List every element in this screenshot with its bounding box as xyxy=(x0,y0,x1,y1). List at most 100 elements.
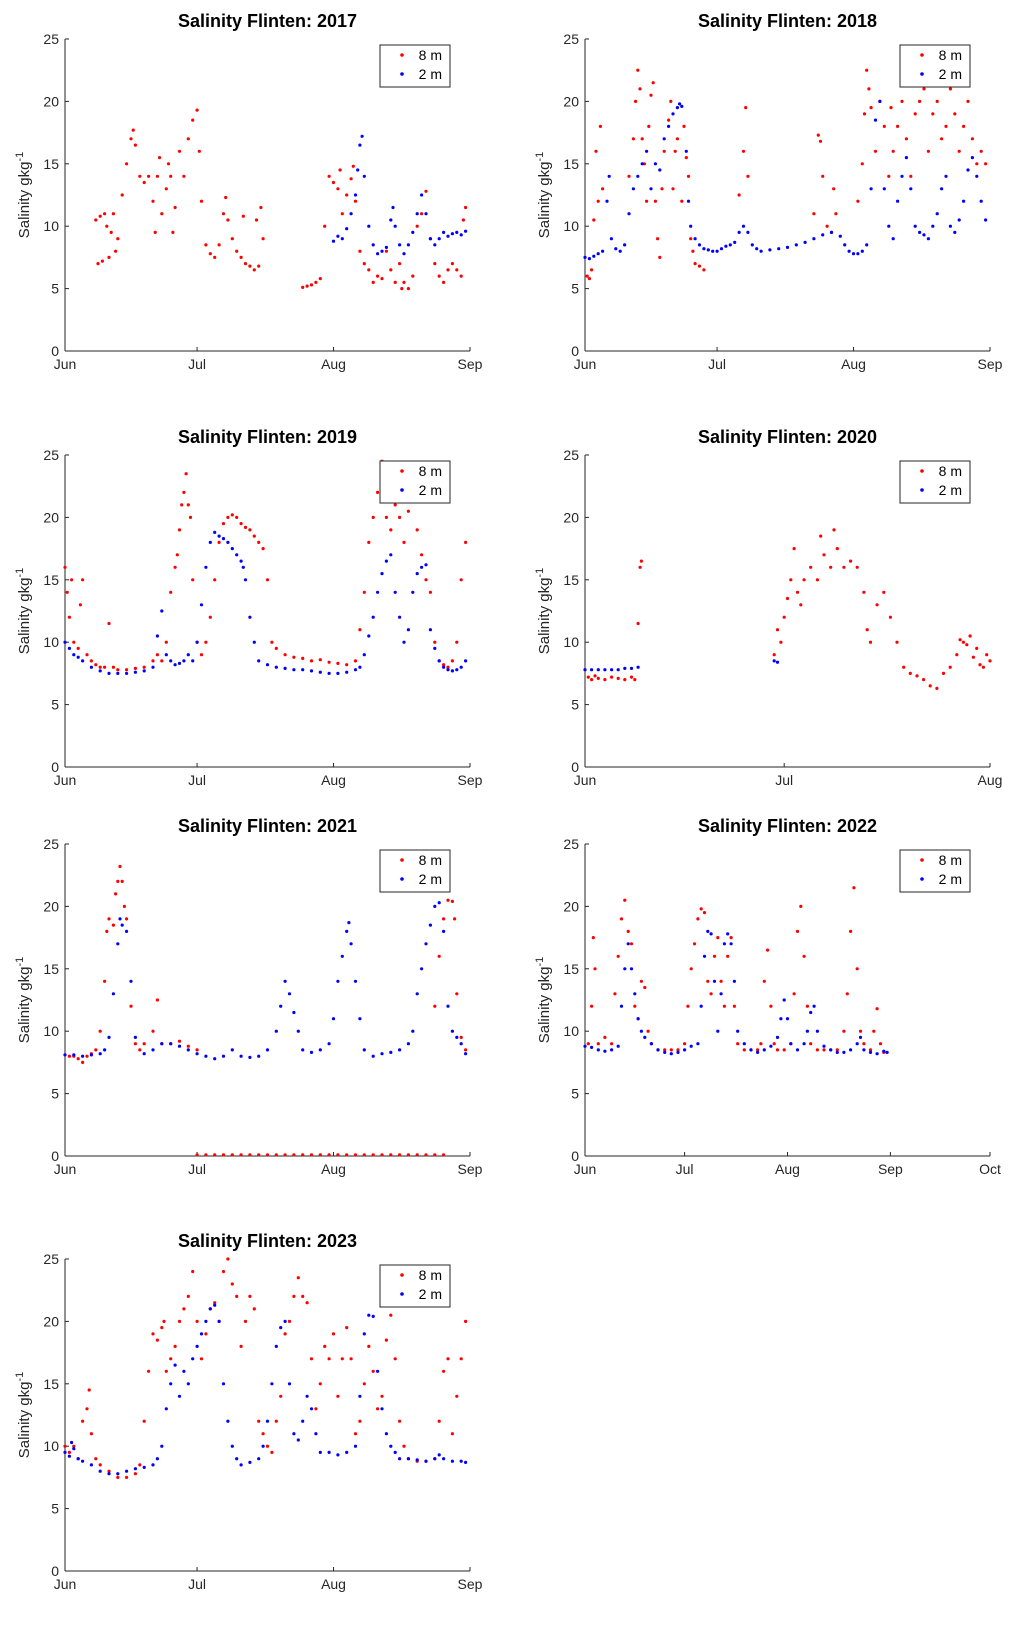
data-point xyxy=(702,911,707,915)
data-point xyxy=(221,1054,226,1058)
data-point xyxy=(340,954,344,958)
data-point xyxy=(636,621,640,626)
legend-marker xyxy=(400,1292,404,1296)
data-point xyxy=(353,659,358,663)
data-point xyxy=(292,1153,296,1157)
data-point xyxy=(114,892,118,896)
y-tick-label: 25 xyxy=(43,836,59,852)
data-point xyxy=(663,1050,667,1054)
data-point xyxy=(596,676,600,681)
data-point xyxy=(683,1048,687,1052)
data-point xyxy=(822,1048,826,1052)
y-tick-label: 15 xyxy=(563,572,579,588)
data-point xyxy=(450,232,454,236)
data-point xyxy=(160,1444,164,1448)
data-point xyxy=(151,199,155,203)
data-point xyxy=(633,992,637,996)
data-point xyxy=(389,1313,393,1317)
data-point xyxy=(450,262,454,266)
data-point xyxy=(191,659,195,663)
data-point xyxy=(133,1042,137,1046)
data-point xyxy=(213,1153,217,1157)
data-point xyxy=(746,230,750,234)
data-point xyxy=(164,187,168,191)
data-point xyxy=(415,224,419,228)
data-point xyxy=(217,540,221,545)
data-point xyxy=(398,243,402,247)
data-point xyxy=(169,659,173,663)
data-point xyxy=(63,565,67,569)
data-point xyxy=(371,615,375,619)
data-point xyxy=(362,1382,366,1386)
data-point xyxy=(768,248,772,252)
data-point xyxy=(151,1029,155,1033)
data-point xyxy=(283,666,287,671)
data-point xyxy=(398,515,402,520)
data-point xyxy=(428,628,432,632)
data-point xyxy=(380,1407,384,1411)
data-point xyxy=(411,590,415,594)
y-tick-label: 25 xyxy=(43,31,59,47)
data-point xyxy=(230,1153,234,1157)
data-point xyxy=(70,578,74,582)
data-point xyxy=(860,249,864,253)
data-point xyxy=(838,234,842,238)
data-point xyxy=(442,1457,446,1461)
legend: 8 m2 m xyxy=(899,849,971,893)
data-point xyxy=(160,609,164,613)
data-point xyxy=(402,640,406,644)
data-point xyxy=(142,1052,146,1056)
data-point xyxy=(301,1419,305,1423)
data-point xyxy=(98,665,102,669)
legend-marker xyxy=(920,877,924,881)
data-point xyxy=(226,515,230,520)
data-point xyxy=(891,237,895,241)
data-point xyxy=(442,929,446,934)
data-point xyxy=(270,1382,274,1386)
data-point xyxy=(662,137,666,141)
data-point xyxy=(616,668,620,672)
data-point xyxy=(191,1357,195,1361)
legend-marker xyxy=(400,469,404,473)
data-point xyxy=(603,1049,607,1053)
y-tick-label: 15 xyxy=(43,572,59,588)
data-point xyxy=(103,665,107,669)
data-point xyxy=(217,534,221,538)
x-tick-label: Jun xyxy=(54,1576,77,1592)
y-tick-label: 25 xyxy=(563,31,579,47)
data-point xyxy=(623,898,627,902)
data-point xyxy=(433,262,437,266)
data-point xyxy=(984,162,988,166)
data-point xyxy=(415,572,419,576)
data-point xyxy=(900,174,904,178)
data-point xyxy=(646,1029,650,1033)
y-tick-label: 10 xyxy=(43,218,59,234)
legend-marker xyxy=(920,72,924,76)
x-tick-label: Sep xyxy=(458,356,483,372)
legend-marker xyxy=(400,1273,404,1277)
data-point xyxy=(116,1475,120,1479)
x-tick-label: Jul xyxy=(188,1161,206,1177)
data-point xyxy=(376,490,380,494)
data-point xyxy=(455,1394,459,1398)
data-point xyxy=(259,205,263,210)
data-point xyxy=(724,244,728,248)
data-point xyxy=(160,659,164,663)
data-point xyxy=(94,218,98,222)
data-point xyxy=(173,1344,177,1348)
data-point xyxy=(777,247,781,251)
data-point xyxy=(712,979,717,983)
data-point xyxy=(719,992,723,996)
data-point xyxy=(909,187,913,191)
data-point xyxy=(862,1048,866,1052)
legend: 8 m2 m xyxy=(899,460,971,504)
data-point xyxy=(697,264,702,268)
data-point xyxy=(182,490,186,494)
data-point xyxy=(904,137,909,141)
data-point xyxy=(795,1048,800,1052)
data-point xyxy=(437,1419,441,1423)
data-point xyxy=(737,193,741,197)
data-point xyxy=(865,628,869,632)
legend-box xyxy=(379,849,451,893)
data-point xyxy=(345,663,349,667)
